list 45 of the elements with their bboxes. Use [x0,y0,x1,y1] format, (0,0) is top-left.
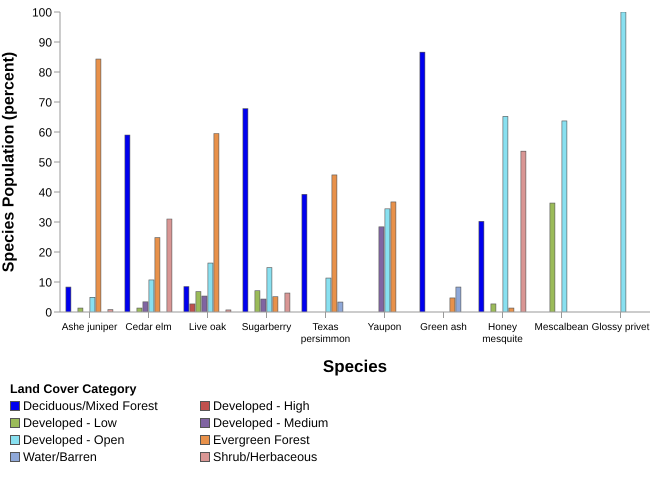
x-tick-label: Live oak [188,322,228,333]
bar [620,12,626,312]
legend-label: Water/Barren [23,450,97,464]
y-axis-title: Species Population (percent) [0,52,18,272]
bar [490,304,496,312]
legend-label: Shrub/Herbaceous [213,450,318,464]
y-tick-label: 70 [38,95,52,110]
y-tick-label: 50 [38,155,52,170]
bar [562,120,568,312]
bar [284,292,290,312]
bar [66,286,72,312]
x-tick-label: Green ash [420,322,467,333]
x-axis-title: Species [322,357,388,376]
legend-label: Developed - High [213,399,310,413]
y-tick-label: 20 [38,245,52,260]
y-tick-label: 80 [38,65,52,80]
bar [478,221,484,312]
x-tick-label: Yaupon [368,322,402,333]
x-tick-label: Glossy privet [592,322,650,333]
x-tick-label: Mescalbean [534,322,588,333]
y-tick-label: 10 [38,275,52,290]
y-tick-label: 30 [38,215,52,230]
legend-label: Developed - Medium [213,416,328,430]
y-tick-label: 100 [32,5,52,20]
y-tick-label: 0 [45,305,52,320]
legend-label: Developed - Open [23,433,124,447]
bar [550,202,556,312]
x-tick-label: Honey mesquite [482,322,524,345]
x-tick-label: Cedar elm [125,322,172,333]
x-tick-label: Sugarberry [242,322,292,333]
y-tick-label: 90 [38,35,52,50]
bar [124,134,130,312]
legend-label: Developed - Low [23,416,117,430]
legend-label: Deciduous/Mixed Forest [23,399,158,413]
bar [302,194,308,312]
bar [520,150,526,312]
y-tick-label: 40 [38,185,52,200]
bar [166,218,172,312]
bar [242,108,248,312]
x-tick-label: Texas persimmon [300,322,350,345]
y-tick-label: 60 [38,125,52,140]
legend-label: Evergreen Forest [213,433,310,447]
x-tick-label: Ashe juniper [62,322,118,333]
legend-title: Land Cover Category [10,382,138,396]
bar [420,52,426,312]
